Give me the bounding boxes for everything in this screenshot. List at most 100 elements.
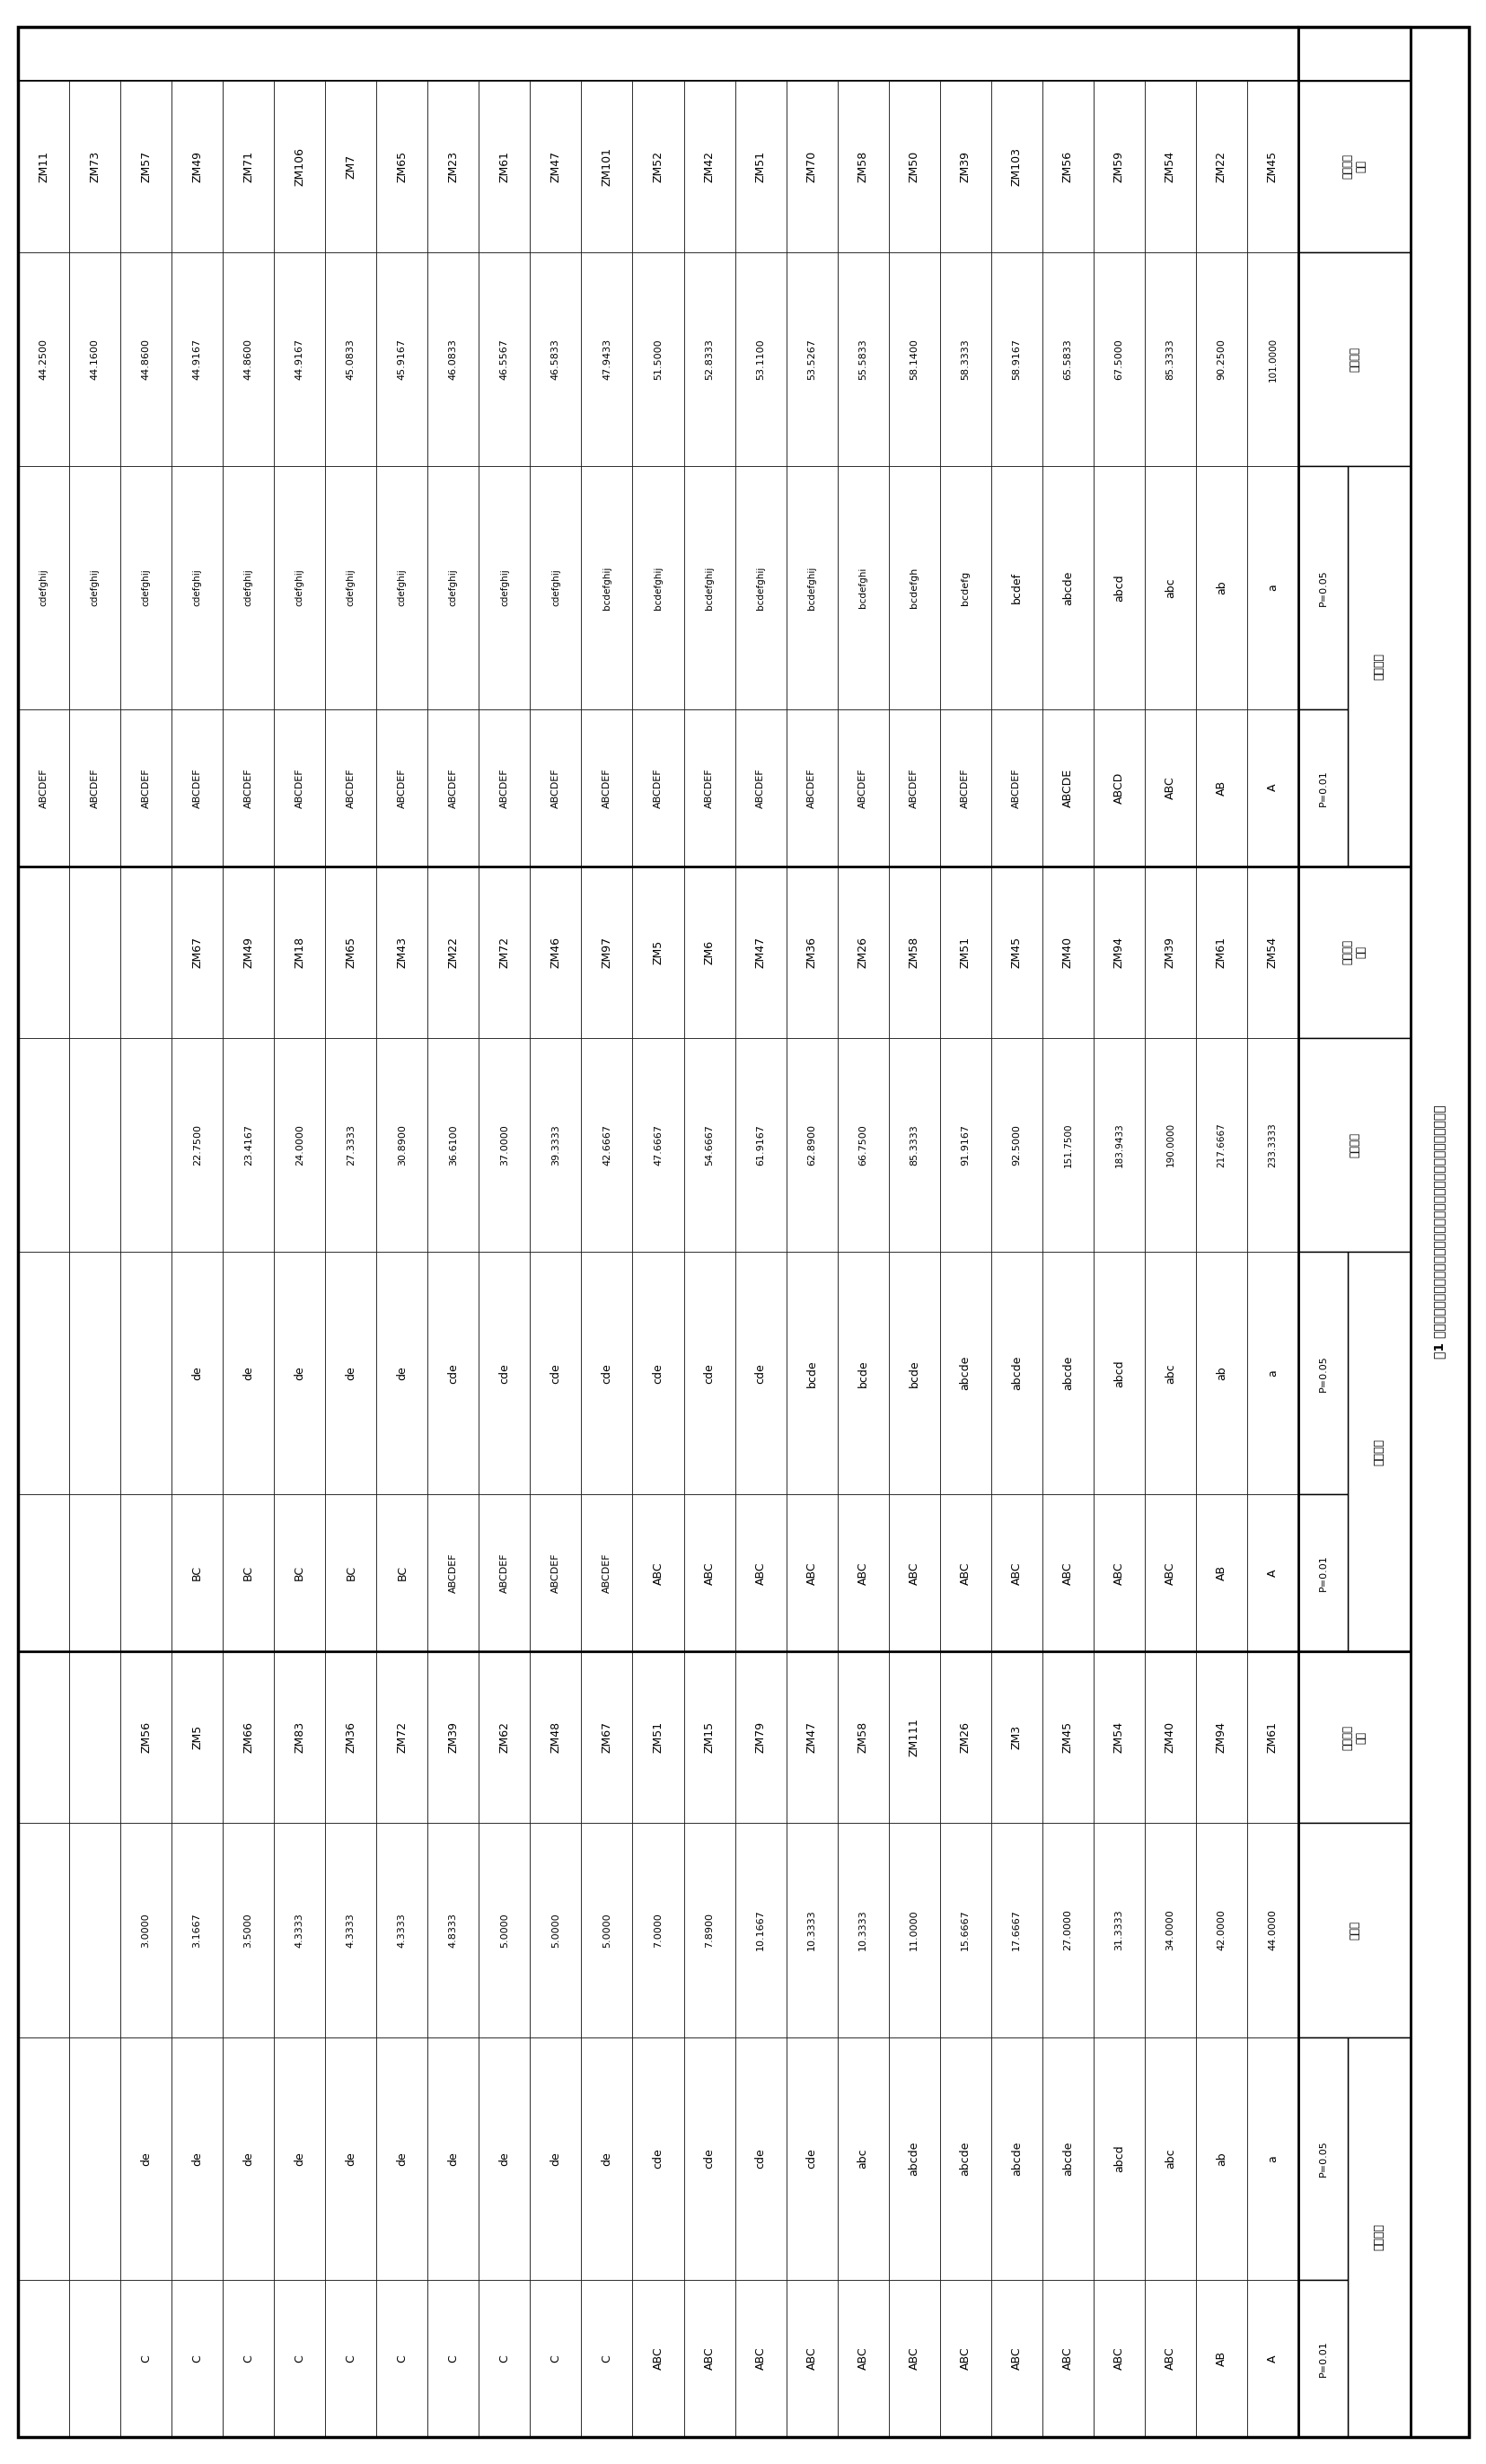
Bar <box>1195 2279 1247 2437</box>
Bar <box>684 1651 734 1823</box>
Text: ABC: ABC <box>703 1562 715 1584</box>
Bar <box>478 867 531 1037</box>
Text: ZM111: ZM111 <box>908 1717 920 1757</box>
Text: 27.3333: 27.3333 <box>346 1124 355 1165</box>
Bar <box>1144 2279 1195 2437</box>
Bar <box>889 867 939 1037</box>
Text: ABCDEF: ABCDEF <box>91 769 100 808</box>
Bar <box>837 81 889 251</box>
Bar <box>171 251 223 466</box>
Text: ABC: ABC <box>908 1562 920 1584</box>
Bar <box>1144 1252 1195 1496</box>
Bar <box>939 1651 991 1823</box>
Text: ABCDEF: ABCDEF <box>551 1552 560 1594</box>
Bar <box>684 251 734 466</box>
Text: ABCDEF: ABCDEF <box>1012 769 1021 808</box>
Text: ABCDEF: ABCDEF <box>960 769 969 808</box>
Bar <box>1042 81 1092 251</box>
Bar <box>273 867 325 1037</box>
Bar <box>120 1252 171 1496</box>
Text: C: C <box>345 2356 357 2363</box>
Bar <box>120 1651 171 1823</box>
Text: 4.3333: 4.3333 <box>346 1912 355 1947</box>
Text: de: de <box>447 2151 459 2166</box>
Text: abcde: abcde <box>958 1355 970 1390</box>
Text: C: C <box>395 2356 407 2363</box>
Text: ABC: ABC <box>652 1562 664 1584</box>
Bar <box>531 466 581 710</box>
Text: 4.3333: 4.3333 <box>397 1912 406 1947</box>
Text: ABC: ABC <box>1164 1562 1175 1584</box>
Text: bcdefghi: bcdefghi <box>857 567 866 609</box>
Bar <box>632 710 684 867</box>
Bar <box>376 251 428 466</box>
Text: ZM66: ZM66 <box>242 1722 254 1752</box>
Bar <box>120 710 171 867</box>
Text: ZM26: ZM26 <box>856 936 868 968</box>
Bar <box>1144 81 1195 251</box>
Bar <box>376 81 428 251</box>
Text: 44.8600: 44.8600 <box>244 338 253 379</box>
Bar <box>684 2038 734 2279</box>
Bar <box>171 710 223 867</box>
Text: 10.3333: 10.3333 <box>807 1910 816 1951</box>
Bar <box>684 1252 734 1496</box>
Bar <box>325 466 376 710</box>
Text: ZM101: ZM101 <box>600 148 612 185</box>
Text: C: C <box>600 2356 612 2363</box>
Bar <box>18 251 70 466</box>
Text: ABC: ABC <box>755 2348 765 2370</box>
Text: 92.5000: 92.5000 <box>1012 1124 1021 1165</box>
Text: ABC: ABC <box>958 1562 970 1584</box>
Text: ZM71: ZM71 <box>242 150 254 182</box>
Text: ZM40: ZM40 <box>1061 936 1073 968</box>
Text: cde: cde <box>755 2149 765 2168</box>
Text: abc: abc <box>1164 577 1175 599</box>
Text: ZM43: ZM43 <box>395 936 407 968</box>
Text: ABC: ABC <box>1113 2348 1125 2370</box>
Bar <box>684 81 734 251</box>
Bar <box>428 1823 478 2038</box>
Text: de: de <box>192 2151 204 2166</box>
Bar <box>531 710 581 867</box>
Text: P=0.01: P=0.01 <box>1318 769 1327 806</box>
Text: 45.0833: 45.0833 <box>346 338 355 379</box>
Bar <box>531 867 581 1037</box>
Text: ZM67: ZM67 <box>600 1722 612 1752</box>
Text: ZM79: ZM79 <box>755 1722 765 1752</box>
Bar <box>478 2279 531 2437</box>
Text: ZM47: ZM47 <box>755 936 765 968</box>
Bar <box>581 1651 632 1823</box>
Text: 成虫数量: 成虫数量 <box>1348 347 1360 372</box>
Bar <box>837 1823 889 2038</box>
Bar <box>1297 466 1346 710</box>
Bar <box>1042 2038 1092 2279</box>
Text: 34.0000: 34.0000 <box>1165 1910 1174 1951</box>
Text: ZM42: ZM42 <box>703 150 715 182</box>
Text: ab: ab <box>1216 1365 1226 1380</box>
Bar <box>70 81 120 251</box>
Bar <box>1297 1823 1410 2038</box>
Bar <box>478 466 531 710</box>
Bar <box>70 710 120 867</box>
Text: ABC: ABC <box>703 2348 715 2370</box>
Text: 4.8333: 4.8333 <box>449 1912 458 1947</box>
Text: 7.0000: 7.0000 <box>654 1912 663 1947</box>
Bar <box>171 1252 223 1496</box>
Text: ABCDE: ABCDE <box>1061 769 1073 808</box>
Text: 37.0000: 37.0000 <box>499 1124 508 1165</box>
Bar <box>1144 1651 1195 1823</box>
Text: ABCDEF: ABCDEF <box>602 1552 611 1594</box>
Text: C: C <box>498 2356 510 2363</box>
Bar <box>632 81 684 251</box>
Text: ZM106: ZM106 <box>294 148 305 185</box>
Bar <box>1195 466 1247 710</box>
Text: abcde: abcde <box>958 2141 970 2176</box>
Text: 24.0000: 24.0000 <box>296 1124 305 1165</box>
Text: ZM54: ZM54 <box>1164 150 1175 182</box>
Text: cdefghij: cdefghij <box>296 569 305 606</box>
Bar <box>428 710 478 867</box>
Bar <box>1195 710 1247 867</box>
Bar <box>889 1252 939 1496</box>
Text: A: A <box>1266 1570 1278 1577</box>
